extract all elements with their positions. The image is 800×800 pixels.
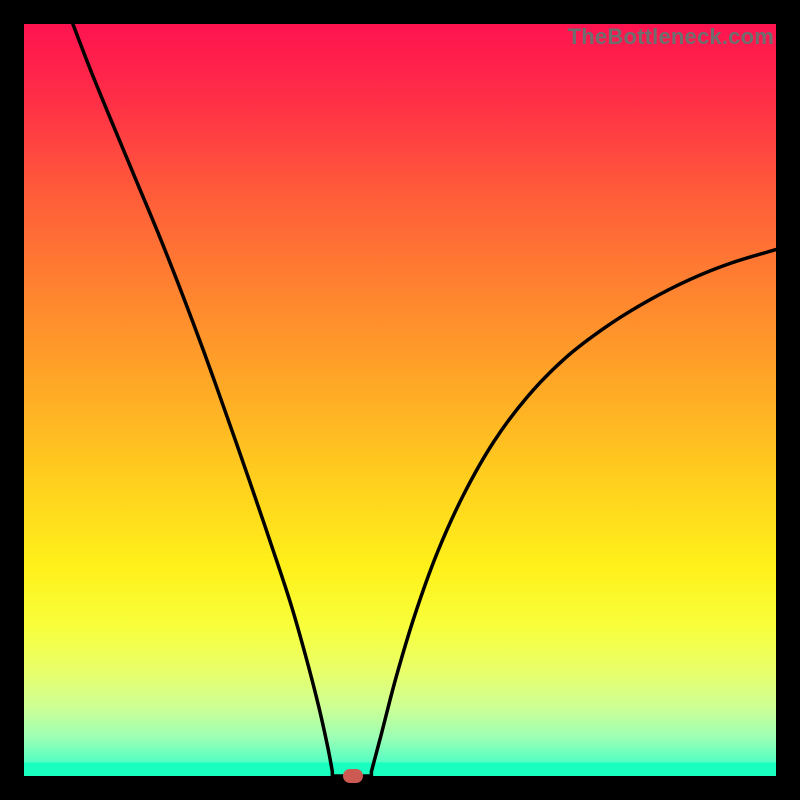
watermark-text: TheBottleneck.com [568, 24, 776, 50]
plot-area: TheBottleneck.com [24, 24, 776, 776]
bottleneck-curve [24, 24, 776, 776]
minimum-marker [343, 769, 363, 783]
chart-frame: TheBottleneck.com [0, 0, 800, 800]
